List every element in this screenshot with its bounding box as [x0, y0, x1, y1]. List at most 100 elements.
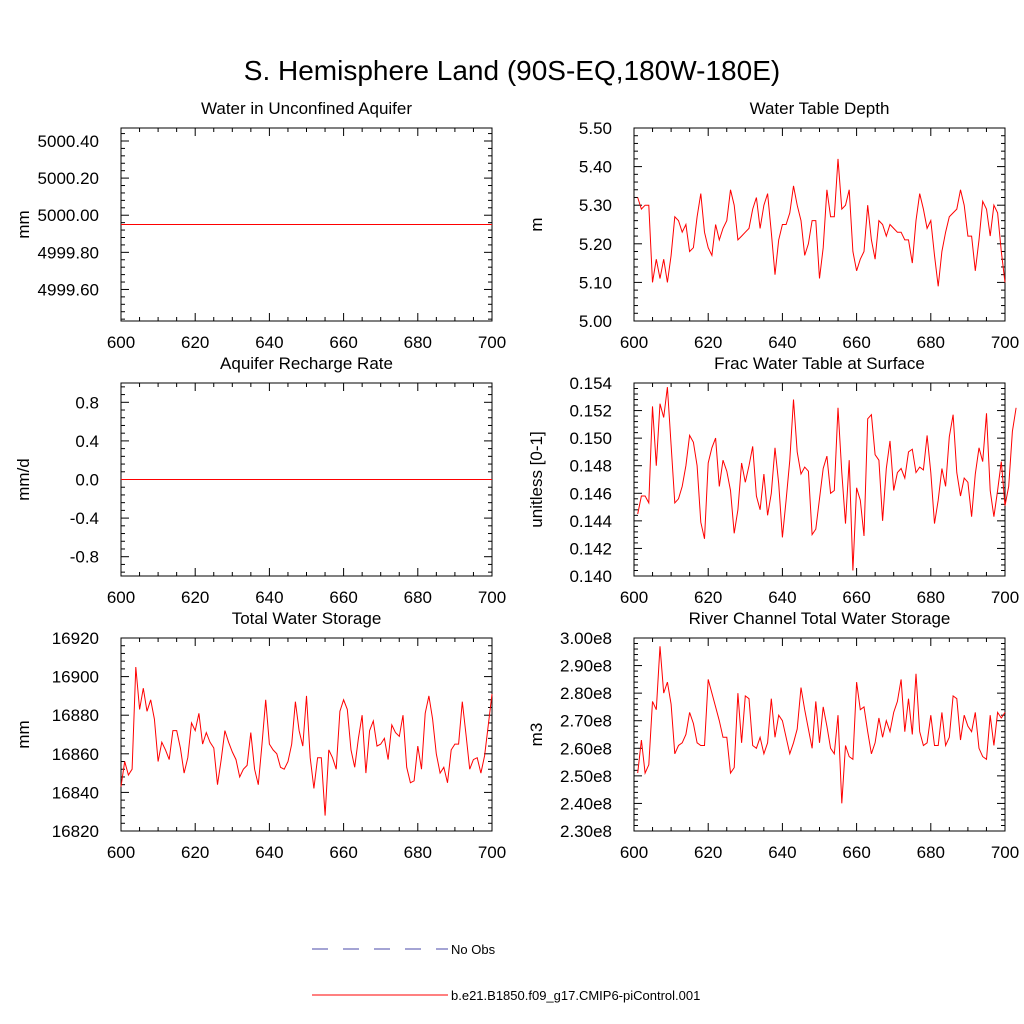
y-tick-label-aquifer-recharge: 0.4 — [75, 432, 99, 451]
x-tick-label-frac-water-table: 680 — [917, 588, 945, 607]
plot-frame-total-water-storage — [120, 637, 493, 832]
y-tick-label-river-storage: 2.80e8 — [560, 684, 612, 703]
x-tick-label-aquifer-recharge: 680 — [404, 588, 432, 607]
y-tick-label-aquifer-recharge: -0.8 — [70, 548, 99, 567]
y-tick-label-frac-water-table: 0.142 — [569, 539, 612, 558]
panel-frac-water-table: Frac Water Table at Surface unitless [0-1… — [527, 354, 1019, 607]
series-line-frac-water-table — [637, 387, 1017, 571]
y-tick-label-river-storage: 2.30e8 — [560, 822, 612, 841]
x-tick-label-total-water-storage: 620 — [181, 843, 209, 862]
panel-water-table-depth: Water Table Depth m 600 620 640 660 680 700 5.00… — [527, 99, 1019, 352]
x-tick-label-water-table-depth: 640 — [768, 333, 796, 352]
x-tick-label-aquifer-water: 600 — [107, 333, 135, 352]
y-tick-label-aquifer-recharge: 0.8 — [75, 393, 99, 412]
x-tick-label-aquifer-recharge: 600 — [107, 588, 135, 607]
y-tick-label-water-table-depth: 5.40 — [579, 158, 612, 177]
series-line-water-table-depth — [637, 158, 1006, 287]
y-tick-label-river-storage: 2.90e8 — [560, 657, 612, 676]
panel-total-water-storage: Total Water Storage mm 600 620 640 660 680 700 1… — [14, 609, 506, 862]
series-line-river-storage — [637, 646, 1006, 804]
y-tick-label-total-water-storage: 16900 — [52, 668, 99, 687]
x-tick-label-river-storage: 640 — [768, 843, 796, 862]
y-tick-label-total-water-storage: 16920 — [52, 629, 99, 648]
x-tick-label-frac-water-table: 700 — [991, 588, 1019, 607]
panel-title-aquifer-water: Water in Unconfined Aquifer — [201, 99, 412, 118]
y-axis-label-aquifer-water: mm — [14, 210, 33, 238]
y-axis-label-frac-water-table: unitless [0-1] — [527, 431, 546, 527]
y-tick-label-aquifer-water: 5000.20 — [38, 169, 99, 188]
y-tick-label-river-storage: 2.60e8 — [560, 739, 612, 758]
x-tick-label-frac-water-table: 660 — [842, 588, 870, 607]
y-tick-label-total-water-storage: 16880 — [52, 706, 99, 725]
panels-group: Water in Unconfined Aquifer mm 600 620 640 66… — [14, 99, 1019, 862]
x-tick-label-aquifer-recharge: 640 — [255, 588, 283, 607]
plot-frame-water-table-depth — [633, 127, 1006, 322]
panel-title-river-storage: River Channel Total Water Storage — [689, 609, 951, 628]
x-tick-label-aquifer-water: 620 — [181, 333, 209, 352]
x-tick-label-total-water-storage: 640 — [255, 843, 283, 862]
y-tick-label-river-storage: 2.40e8 — [560, 794, 612, 813]
x-tick-label-river-storage: 600 — [620, 843, 648, 862]
y-tick-label-frac-water-table: 0.140 — [569, 567, 612, 586]
plot-frame-frac-water-table — [633, 382, 1006, 577]
legend-obs-label: No Obs — [451, 942, 496, 957]
x-tick-label-aquifer-water: 680 — [404, 333, 432, 352]
y-tick-label-water-table-depth: 5.00 — [579, 312, 612, 331]
y-tick-label-aquifer-water: 4999.60 — [38, 280, 99, 299]
figure-title: S. Hemisphere Land (90S-EQ,180W-180E) — [244, 55, 780, 86]
panel-aquifer-recharge: Aquifer Recharge Rate mm/d 600 620 640 660 680… — [14, 354, 506, 607]
x-tick-label-total-water-storage: 660 — [329, 843, 357, 862]
legend: No Obs b.e21.B1850.f09_g17.CMIP6-piContr… — [312, 942, 700, 1003]
y-axis-label-total-water-storage: mm — [14, 720, 33, 748]
panel-title-frac-water-table: Frac Water Table at Surface — [714, 354, 925, 373]
panel-title-total-water-storage: Total Water Storage — [232, 609, 382, 628]
x-tick-label-aquifer-water: 640 — [255, 333, 283, 352]
x-tick-label-aquifer-recharge: 620 — [181, 588, 209, 607]
x-tick-label-river-storage: 700 — [991, 843, 1019, 862]
y-tick-label-river-storage: 2.50e8 — [560, 767, 612, 786]
y-tick-label-aquifer-water: 4999.80 — [38, 243, 99, 262]
x-tick-label-frac-water-table: 600 — [620, 588, 648, 607]
x-tick-label-water-table-depth: 660 — [842, 333, 870, 352]
x-tick-label-river-storage: 620 — [694, 843, 722, 862]
x-tick-label-water-table-depth: 600 — [620, 333, 648, 352]
panel-aquifer-water: Water in Unconfined Aquifer mm 600 620 640 66… — [14, 99, 506, 352]
y-tick-label-total-water-storage: 16840 — [52, 783, 99, 802]
panel-title-aquifer-recharge: Aquifer Recharge Rate — [220, 354, 393, 373]
y-axis-label-water-table-depth: m — [527, 217, 546, 231]
series-line-total-water-storage — [120, 666, 493, 816]
x-tick-label-total-water-storage: 700 — [478, 843, 506, 862]
legend-model-label: b.e21.B1850.f09_g17.CMIP6-piControl.001 — [451, 988, 700, 1003]
y-tick-label-aquifer-water: 5000.40 — [38, 132, 99, 151]
x-tick-label-aquifer-recharge: 660 — [329, 588, 357, 607]
y-tick-label-total-water-storage: 16820 — [52, 822, 99, 841]
y-tick-label-aquifer-water: 5000.00 — [38, 206, 99, 225]
y-tick-label-frac-water-table: 0.146 — [569, 484, 612, 503]
y-tick-label-water-table-depth: 5.30 — [579, 196, 612, 215]
y-tick-label-aquifer-recharge: 0.0 — [75, 471, 99, 490]
y-axis-label-aquifer-recharge: mm/d — [14, 458, 33, 501]
x-tick-label-total-water-storage: 680 — [404, 843, 432, 862]
x-tick-label-water-table-depth: 680 — [917, 333, 945, 352]
x-tick-label-aquifer-recharge: 700 — [478, 588, 506, 607]
y-tick-label-water-table-depth: 5.10 — [579, 273, 612, 292]
x-tick-label-frac-water-table: 640 — [768, 588, 796, 607]
x-tick-label-water-table-depth: 700 — [991, 333, 1019, 352]
x-tick-label-frac-water-table: 620 — [694, 588, 722, 607]
y-tick-label-frac-water-table: 0.150 — [569, 429, 612, 448]
y-tick-label-frac-water-table: 0.154 — [569, 374, 612, 393]
y-tick-label-frac-water-table: 0.152 — [569, 402, 612, 421]
y-tick-label-frac-water-table: 0.144 — [569, 512, 612, 531]
y-tick-label-river-storage: 2.70e8 — [560, 712, 612, 731]
x-tick-label-water-table-depth: 620 — [694, 333, 722, 352]
panel-title-water-table-depth: Water Table Depth — [750, 99, 890, 118]
y-axis-label-river-storage: m3 — [527, 723, 546, 747]
x-tick-label-river-storage: 660 — [842, 843, 870, 862]
panel-river-storage: River Channel Total Water Storage m3 600 62… — [527, 609, 1019, 862]
y-tick-label-frac-water-table: 0.148 — [569, 457, 612, 476]
x-tick-label-total-water-storage: 600 — [107, 843, 135, 862]
y-tick-label-water-table-depth: 5.20 — [579, 235, 612, 254]
y-tick-label-total-water-storage: 16860 — [52, 745, 99, 764]
